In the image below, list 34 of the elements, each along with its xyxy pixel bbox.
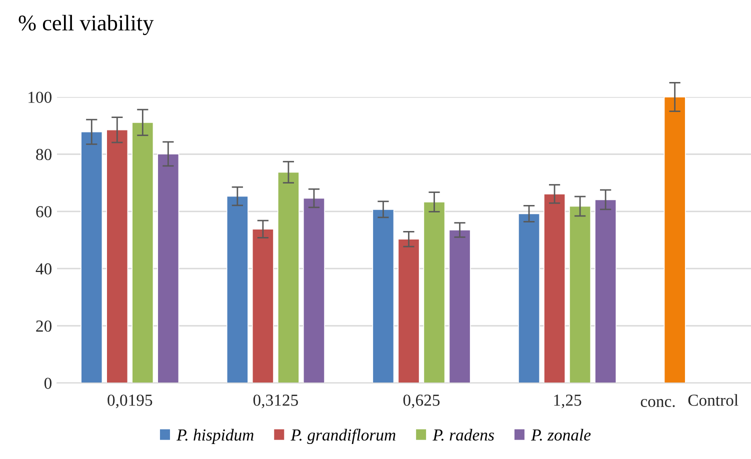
x-tick-label: 1,25 (554, 394, 582, 408)
bar (448, 230, 471, 384)
bar (80, 131, 103, 384)
legend-label: P. zonale (531, 428, 591, 441)
legend-label: P. hispidum (176, 428, 254, 444)
bar (252, 228, 274, 384)
y-tick-label: 20 (36, 320, 52, 332)
bar (302, 198, 325, 384)
y-tick-label: 40 (36, 263, 52, 275)
x-axis-title: conc. (640, 399, 675, 408)
y-tick-label: 60 (36, 206, 52, 218)
bar (664, 96, 686, 384)
x-tick-label: 0,3125 (253, 394, 298, 408)
bar (569, 206, 592, 384)
bar (594, 199, 617, 384)
bar (277, 172, 300, 384)
legend-label: P. grandiflorum (290, 428, 396, 444)
y-tick-label: 100 (28, 92, 52, 103)
y-tick-label: 80 (36, 148, 52, 160)
bar (226, 196, 248, 384)
bar (518, 213, 540, 384)
bar (132, 122, 154, 384)
chart-title: % cell viability (18, 14, 154, 36)
x-tick-label: 0,0195 (108, 394, 152, 408)
y-tick-label: 0 (44, 378, 52, 389)
bar (106, 129, 128, 384)
bar (398, 238, 420, 384)
bar (544, 194, 566, 384)
legend-label: P. radens (432, 428, 494, 441)
x-tick-label: Control (688, 394, 738, 406)
x-tick-label: 0,625 (403, 394, 440, 408)
bar (157, 153, 180, 384)
bar (372, 208, 394, 384)
bar (423, 202, 446, 384)
